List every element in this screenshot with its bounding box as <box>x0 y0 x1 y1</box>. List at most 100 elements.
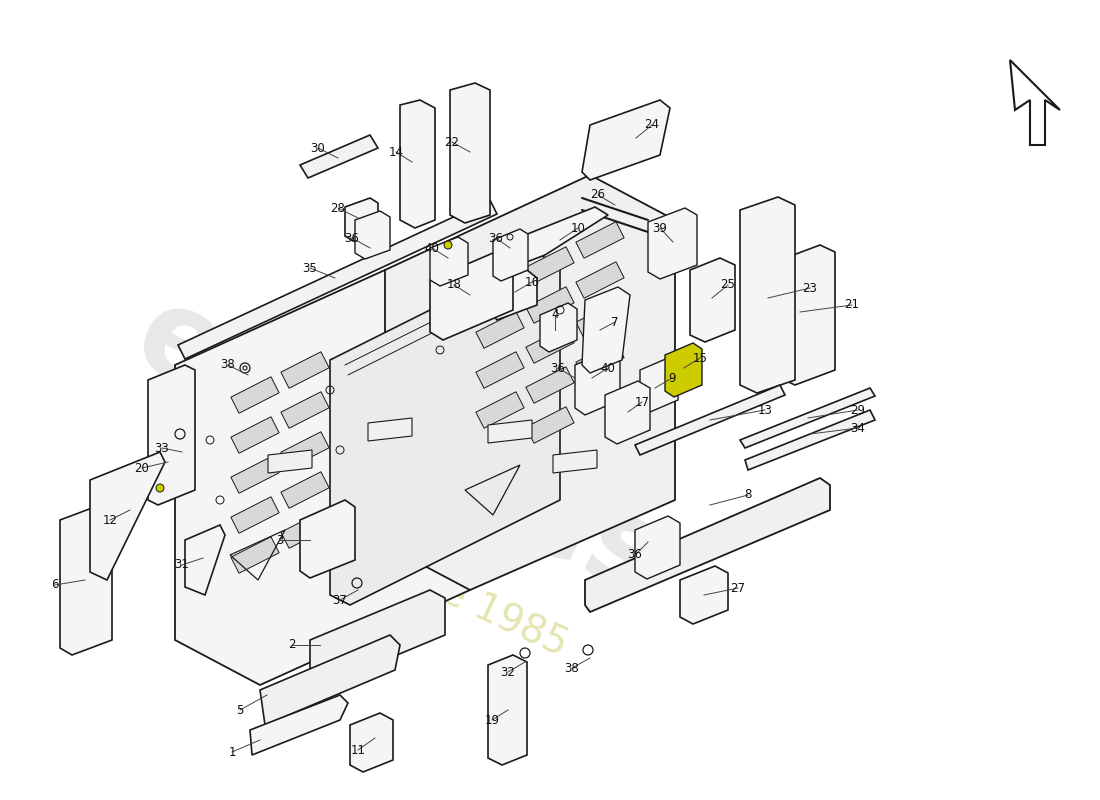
Polygon shape <box>430 237 468 286</box>
Text: 40: 40 <box>425 242 439 254</box>
Text: 27: 27 <box>730 582 746 594</box>
Polygon shape <box>231 497 279 534</box>
Text: 13: 13 <box>758 403 772 417</box>
Polygon shape <box>231 537 279 574</box>
Text: 15: 15 <box>693 351 707 365</box>
Polygon shape <box>576 302 624 338</box>
Polygon shape <box>540 303 578 352</box>
Text: 36: 36 <box>488 231 504 245</box>
Polygon shape <box>635 385 785 455</box>
Polygon shape <box>605 381 650 444</box>
Text: 10: 10 <box>571 222 585 234</box>
Polygon shape <box>310 590 446 685</box>
Polygon shape <box>575 350 620 415</box>
Text: 14: 14 <box>388 146 404 158</box>
Polygon shape <box>493 229 528 281</box>
Text: 9: 9 <box>669 371 675 385</box>
Polygon shape <box>300 500 355 578</box>
Text: 39: 39 <box>652 222 668 234</box>
Polygon shape <box>488 420 532 443</box>
Polygon shape <box>640 358 678 412</box>
Polygon shape <box>500 207 608 272</box>
Text: 7: 7 <box>612 315 618 329</box>
Polygon shape <box>476 272 524 308</box>
Polygon shape <box>582 100 670 180</box>
Polygon shape <box>368 418 412 441</box>
Polygon shape <box>476 312 524 348</box>
Polygon shape <box>268 450 312 473</box>
Polygon shape <box>178 200 497 359</box>
Text: 5: 5 <box>236 703 244 717</box>
Polygon shape <box>90 452 165 580</box>
Circle shape <box>359 225 365 231</box>
Polygon shape <box>280 512 329 548</box>
Polygon shape <box>680 566 728 624</box>
Polygon shape <box>476 352 524 388</box>
Polygon shape <box>780 245 835 385</box>
Polygon shape <box>280 352 329 388</box>
Polygon shape <box>175 270 470 685</box>
Polygon shape <box>260 635 400 725</box>
Polygon shape <box>148 365 195 505</box>
Polygon shape <box>231 417 279 454</box>
Polygon shape <box>330 255 560 605</box>
Polygon shape <box>526 406 574 443</box>
Text: 26: 26 <box>591 189 605 202</box>
Polygon shape <box>526 366 574 403</box>
Text: 38: 38 <box>221 358 235 371</box>
Text: 18: 18 <box>447 278 461 291</box>
Circle shape <box>156 484 164 492</box>
Polygon shape <box>385 175 675 590</box>
Polygon shape <box>476 392 524 428</box>
Text: 36: 36 <box>344 231 360 245</box>
Polygon shape <box>576 262 624 298</box>
Text: 20: 20 <box>134 462 150 474</box>
Polygon shape <box>490 270 537 320</box>
Text: 36: 36 <box>551 362 565 374</box>
Text: a passion since 1985: a passion since 1985 <box>187 456 573 664</box>
Polygon shape <box>576 342 624 378</box>
Polygon shape <box>355 211 390 259</box>
Polygon shape <box>666 343 702 397</box>
Circle shape <box>786 253 794 261</box>
Polygon shape <box>345 198 378 241</box>
Text: 25: 25 <box>720 278 736 291</box>
Polygon shape <box>635 516 680 579</box>
Text: 17: 17 <box>635 395 649 409</box>
Text: 16: 16 <box>525 275 539 289</box>
Polygon shape <box>430 250 513 340</box>
Polygon shape <box>576 222 624 258</box>
Text: 11: 11 <box>351 743 365 757</box>
Text: 30: 30 <box>310 142 326 154</box>
Text: 23: 23 <box>803 282 817 294</box>
Text: 34: 34 <box>850 422 866 434</box>
Polygon shape <box>350 713 393 772</box>
Polygon shape <box>300 135 378 178</box>
Circle shape <box>444 241 452 249</box>
Text: 8: 8 <box>745 489 751 502</box>
Polygon shape <box>60 505 112 655</box>
Polygon shape <box>740 388 874 448</box>
Text: 1: 1 <box>229 746 235 758</box>
Polygon shape <box>280 432 329 468</box>
Text: 19: 19 <box>484 714 499 726</box>
Polygon shape <box>488 655 527 765</box>
Polygon shape <box>280 472 329 508</box>
Text: 6: 6 <box>52 578 58 591</box>
Polygon shape <box>526 326 574 363</box>
Polygon shape <box>231 457 279 494</box>
Polygon shape <box>582 287 630 373</box>
Text: 2: 2 <box>288 638 296 651</box>
Polygon shape <box>553 450 597 473</box>
Polygon shape <box>526 286 574 323</box>
Text: 29: 29 <box>850 403 866 417</box>
Polygon shape <box>450 83 490 223</box>
Text: 3: 3 <box>276 534 284 546</box>
Polygon shape <box>526 246 574 283</box>
Text: 28: 28 <box>331 202 345 214</box>
Polygon shape <box>690 258 735 342</box>
Text: 33: 33 <box>155 442 169 454</box>
Text: 21: 21 <box>845 298 859 311</box>
Text: 22: 22 <box>444 135 460 149</box>
Polygon shape <box>585 478 830 612</box>
